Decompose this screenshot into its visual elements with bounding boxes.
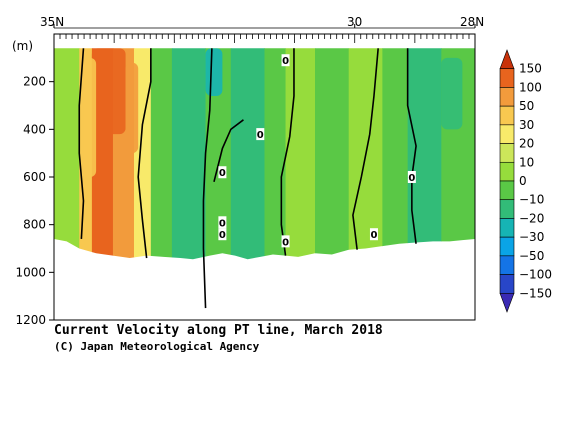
colorbar-swatch-10	[499, 236, 515, 257]
velocity-patch-2	[83, 57, 97, 178]
colorbar-label-8: −20	[519, 211, 544, 225]
zero-contour-1	[137, 48, 152, 259]
x-tick-label-right: 28N	[460, 15, 484, 29]
colorbar-swatch-8	[499, 199, 515, 219]
zero-contour-5	[352, 48, 379, 250]
colorbar-label-7: −10	[519, 193, 544, 207]
velocity-field	[54, 48, 475, 260]
velocity-band-9	[264, 48, 287, 260]
svg-text:0: 0	[370, 230, 377, 241]
colorbar-swatch-12	[499, 274, 515, 294]
zero-contour-6	[406, 48, 417, 244]
zero-contour-label-4: 0	[218, 228, 227, 241]
svg-text:0: 0	[408, 173, 415, 184]
zero-contour-label-1: 0	[256, 128, 265, 141]
y-tick-label: 400	[23, 122, 46, 136]
colorbar-label-5: 10	[519, 155, 534, 169]
velocity-patch-3	[205, 48, 223, 96]
colorbar-label-10: −50	[519, 249, 544, 263]
y-tick-label: 800	[23, 218, 46, 232]
colorbar-swatch-1	[499, 68, 515, 88]
velocity-band-8	[230, 48, 265, 260]
colorbar-label-6: 0	[519, 174, 527, 188]
y-tick-label: 1200	[15, 313, 46, 327]
colorbar-label-9: −30	[519, 230, 544, 244]
svg-text:0: 0	[282, 237, 289, 248]
x-tick-label-left: 35N	[40, 15, 64, 29]
velocity-band-0	[54, 48, 80, 260]
velocity-patch-0	[91, 48, 126, 135]
velocity-patch-4	[441, 57, 463, 130]
colorbar-swatch-4	[499, 124, 515, 144]
colorbar-swatch-9	[499, 218, 515, 238]
colorbar-label-12: −150	[519, 286, 552, 300]
velocity-band-12	[348, 48, 383, 260]
colorbar-label-1: 100	[519, 80, 542, 94]
y-tick-label: 200	[23, 75, 46, 89]
colorbar-label-3: 30	[519, 118, 534, 132]
zero-contour-label-6: 0	[369, 228, 378, 241]
zero-contour-label-7: 0	[407, 171, 416, 184]
zero-contour-4	[280, 48, 295, 256]
velocity-band-11	[315, 48, 350, 260]
colorbar-top-arrow	[499, 49, 515, 70]
zero-contour-2	[202, 48, 213, 309]
zero-contour-label-0: 0	[281, 54, 290, 67]
zero-contour-label-5: 0	[281, 235, 290, 248]
colorbar-label-2: 50	[519, 99, 534, 113]
colorbar-swatch-5	[499, 143, 515, 163]
zero-contour-label-2: 0	[218, 166, 227, 179]
velocity-band-6	[171, 48, 207, 260]
zero-contour-3	[213, 119, 244, 182]
svg-text:0: 0	[282, 56, 289, 67]
chart-title: Current Velocity along PT line, March 20…	[54, 323, 383, 338]
zero-contour-0	[78, 48, 85, 240]
colorbar-swatch-7	[499, 180, 515, 201]
velocity-band-10	[285, 48, 316, 260]
svg-text:0: 0	[219, 230, 226, 241]
colorbar-swatch-11	[499, 255, 515, 275]
zero-contour-label-3: 0	[218, 216, 227, 229]
velocity-patch-1	[125, 62, 139, 154]
svg-text:0: 0	[257, 130, 264, 141]
axes: 200 400 600 800 1000 1200	[15, 24, 476, 327]
svg-text:0: 0	[219, 168, 226, 179]
colorbar-swatch-6	[499, 161, 515, 182]
colorbar-label-4: 20	[519, 137, 534, 151]
colorbar-label-11: −100	[519, 268, 552, 282]
y-axis-label: (m)	[12, 39, 33, 53]
y-tick-label: 600	[23, 170, 46, 184]
colorbar-label-0: 150	[519, 62, 542, 76]
svg-text:0: 0	[219, 218, 226, 229]
colorbar-swatch-3	[499, 105, 515, 126]
velocity-band-5	[150, 48, 173, 260]
chart-credit: (C) Japan Meteorological Agency	[54, 340, 260, 353]
colorbar-swatch-2	[499, 87, 515, 107]
y-tick-label: 1000	[15, 265, 46, 279]
x-tick-label-mid: 30	[347, 15, 362, 29]
colorbar-bottom-arrow	[499, 292, 515, 313]
velocity-band-13	[382, 48, 409, 260]
